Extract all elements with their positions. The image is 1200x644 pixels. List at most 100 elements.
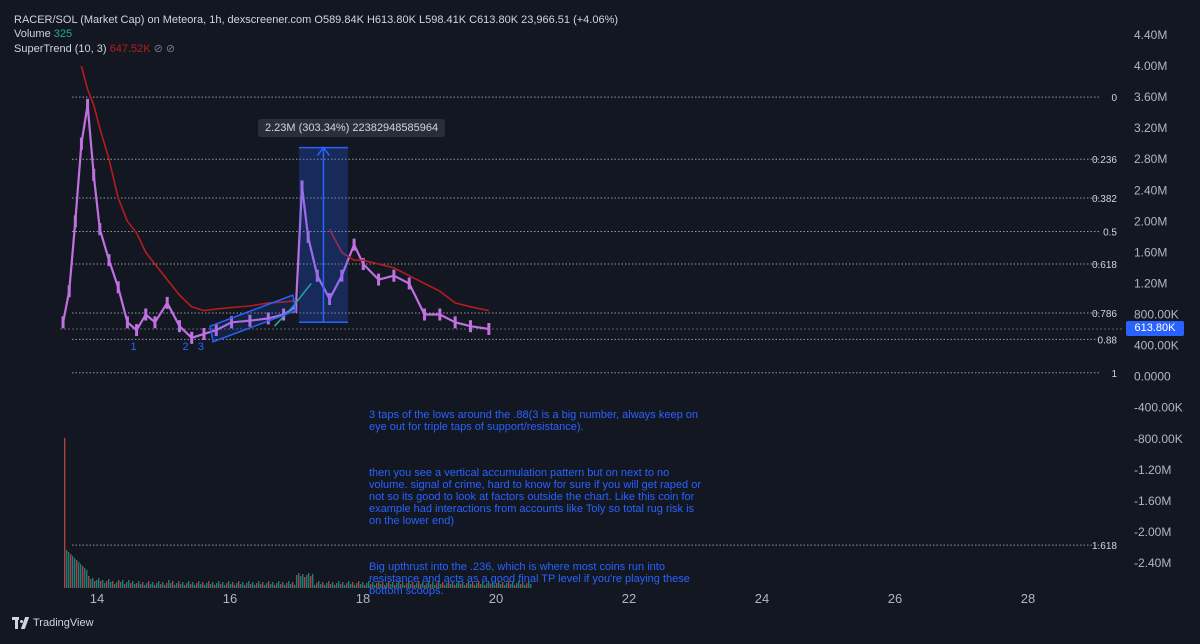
fib-level-label: 0.786 bbox=[1092, 309, 1117, 320]
volume-bar bbox=[404, 585, 406, 588]
tradingview-logo[interactable]: TradingView bbox=[12, 617, 94, 629]
volume-bar bbox=[332, 582, 334, 588]
y-tick-label: 2.00M bbox=[1134, 214, 1167, 228]
candle bbox=[487, 322, 491, 335]
volume-bar bbox=[148, 581, 150, 588]
y-tick-label: -1.20M bbox=[1134, 463, 1171, 477]
volume-bar bbox=[310, 576, 312, 588]
volume-bar bbox=[210, 584, 212, 588]
volume-bar bbox=[420, 584, 422, 588]
candle bbox=[340, 269, 344, 282]
volume-bar bbox=[290, 584, 292, 588]
volume-bar bbox=[510, 584, 512, 588]
y-tick-label: -2.40M bbox=[1134, 556, 1171, 570]
volume-bar bbox=[156, 583, 158, 588]
volume-bar bbox=[196, 583, 198, 588]
volume-bar bbox=[504, 585, 506, 588]
volume-bar bbox=[180, 584, 182, 588]
volume-bar bbox=[492, 582, 494, 588]
y-tick-label: -2.00M bbox=[1134, 525, 1171, 539]
volume-bar bbox=[128, 580, 130, 588]
volume-bar bbox=[386, 583, 388, 588]
candle bbox=[67, 285, 71, 298]
volume-bar bbox=[96, 580, 98, 588]
y-tick-label: 1.20M bbox=[1134, 276, 1167, 290]
volume-bar bbox=[454, 585, 456, 588]
volume-bar bbox=[374, 585, 376, 588]
candle bbox=[294, 300, 298, 313]
volume-bar bbox=[274, 585, 276, 588]
volume-bar bbox=[366, 583, 368, 588]
volume-bar bbox=[408, 581, 410, 588]
volume-bar bbox=[384, 585, 386, 588]
volume-bar bbox=[160, 584, 162, 588]
x-tick-label: 22 bbox=[622, 591, 636, 606]
candle bbox=[407, 277, 411, 290]
volume-bar bbox=[198, 581, 200, 588]
volume-bar bbox=[184, 585, 186, 588]
volume-bar bbox=[432, 582, 434, 588]
volume-bar bbox=[278, 581, 280, 588]
volume-bar bbox=[170, 583, 172, 588]
candle bbox=[300, 180, 304, 193]
volume-bar bbox=[338, 581, 340, 588]
candle bbox=[165, 296, 169, 309]
volume-bar bbox=[238, 581, 240, 588]
visibility-icons[interactable]: ⊘ ⊘ bbox=[153, 43, 176, 55]
volume-bar bbox=[512, 582, 514, 588]
volume-bar bbox=[226, 583, 228, 588]
volume-bar bbox=[76, 560, 78, 588]
x-tick-label: 20 bbox=[489, 591, 503, 606]
volume-bar bbox=[234, 585, 236, 588]
volume-bar bbox=[150, 584, 152, 588]
volume-bar bbox=[204, 585, 206, 588]
volume-bar bbox=[378, 581, 380, 588]
volume-bar bbox=[88, 576, 90, 588]
volume-bar bbox=[430, 584, 432, 588]
volume-bar bbox=[314, 585, 316, 588]
supertrend-value: 647.52K bbox=[109, 43, 151, 55]
volume-bar bbox=[126, 582, 128, 588]
volume-bar bbox=[440, 584, 442, 588]
volume-bar bbox=[286, 583, 288, 588]
volume-bar bbox=[200, 584, 202, 588]
volume-bar bbox=[122, 580, 124, 588]
volume-bar bbox=[312, 574, 314, 588]
volume-bar bbox=[526, 583, 528, 588]
volume-bar bbox=[364, 585, 366, 588]
volume-bar bbox=[136, 583, 138, 588]
volume-bar bbox=[426, 583, 428, 588]
candle bbox=[177, 320, 181, 333]
note-paragraph-2: then you see a vertical accumulation pat… bbox=[369, 467, 705, 527]
volume-bar bbox=[192, 582, 194, 588]
volume-bar bbox=[516, 583, 518, 588]
y-tick-label: 3.60M bbox=[1134, 90, 1167, 104]
candle bbox=[79, 137, 83, 150]
x-tick-label: 26 bbox=[888, 591, 902, 606]
fib-level-label: 0.618 bbox=[1092, 260, 1117, 271]
ohlc-readout: O589.84K H613.80K L598.41K C613.80K 23,9… bbox=[314, 14, 619, 26]
volume-bar bbox=[460, 584, 462, 588]
candle bbox=[135, 324, 139, 337]
volume-bar bbox=[174, 585, 176, 588]
volume-bar bbox=[98, 578, 100, 588]
candle bbox=[144, 308, 148, 321]
volume-bar bbox=[166, 583, 168, 588]
volume-bar bbox=[154, 585, 156, 588]
supertrend-line bbox=[80, 65, 490, 312]
volume-bar bbox=[446, 583, 448, 588]
candle bbox=[306, 230, 310, 243]
candle bbox=[453, 316, 457, 329]
volume-bar bbox=[354, 585, 356, 588]
volume-bar bbox=[284, 585, 286, 588]
volume-bar bbox=[236, 583, 238, 588]
volume-bar bbox=[158, 581, 160, 588]
volume-bar bbox=[70, 554, 72, 588]
candle bbox=[230, 316, 234, 329]
volume-bar bbox=[482, 582, 484, 588]
y-tick-label: 4.00M bbox=[1134, 59, 1167, 73]
volume-bar bbox=[262, 582, 264, 588]
volume-bar bbox=[298, 573, 300, 588]
